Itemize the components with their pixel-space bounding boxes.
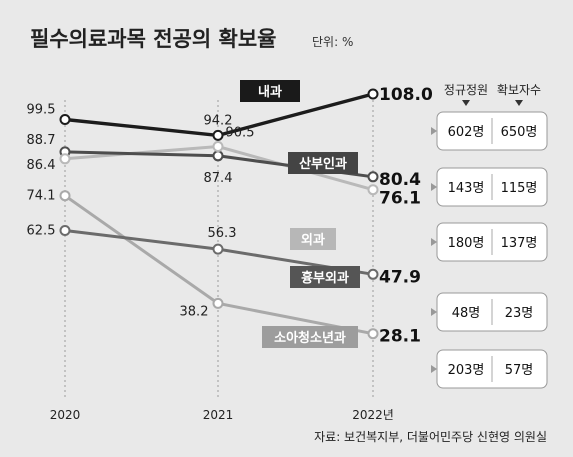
data-point xyxy=(367,171,379,183)
series-label-box xyxy=(240,80,300,102)
data-point xyxy=(212,150,224,162)
secured-cell: 57명 xyxy=(505,363,534,378)
series-label: 내과 xyxy=(258,84,282,100)
header-arrow-icon xyxy=(515,100,523,106)
data-point xyxy=(59,114,71,125)
value-label: 88.7 xyxy=(27,133,56,148)
x-tick-label: 2020 xyxy=(50,408,81,422)
value-label: 47.9 xyxy=(379,267,421,287)
header-arrow-icon xyxy=(462,100,470,106)
data-point xyxy=(367,184,379,196)
unit-label: 단위: % xyxy=(312,35,353,49)
series-label-box xyxy=(290,228,336,250)
x-tick-label: 2022년 xyxy=(352,408,394,422)
quota-cell: 180명 xyxy=(448,236,485,251)
pointer-arrow-icon xyxy=(431,183,437,191)
value-label: 86.4 xyxy=(27,158,56,173)
data-point xyxy=(59,190,71,202)
data-point xyxy=(367,88,379,100)
series-label: 외과 xyxy=(301,232,325,248)
data-point xyxy=(367,328,379,340)
plot-area: 2020 2021 2022년 정규정원 확보자수 99.5 94.2 108.0 88.7 87… xyxy=(27,80,548,422)
data-point xyxy=(59,153,71,165)
quota-cell: 143명 xyxy=(448,181,485,196)
value-label: 94.2 xyxy=(204,113,233,128)
secured-cell: 115명 xyxy=(501,181,538,196)
source-note: 자료: 보건복지부, 더불어민주당 신현영 의원실 xyxy=(314,430,547,444)
value-label: 28.1 xyxy=(379,327,421,347)
value-label: 99.5 xyxy=(27,103,56,118)
pointer-arrow-icon xyxy=(431,365,437,373)
value-label: 74.1 xyxy=(27,189,56,204)
value-label: 87.4 xyxy=(204,171,233,186)
value-label: 90.5 xyxy=(226,126,255,141)
data-point xyxy=(212,297,224,309)
series-label: 흉부외과 xyxy=(301,270,349,286)
value-label: 108.0 xyxy=(379,85,433,105)
quota-cell: 48명 xyxy=(452,306,481,321)
secured-cell: 137명 xyxy=(501,236,538,251)
table-header: 확보자수 xyxy=(497,83,541,97)
value-label: 76.1 xyxy=(379,189,421,209)
data-point xyxy=(367,268,379,280)
x-tick-label: 2021 xyxy=(203,408,234,422)
data-point xyxy=(59,225,71,236)
pointer-arrow-icon xyxy=(431,238,437,246)
series-label-box xyxy=(288,152,358,174)
data-point xyxy=(212,141,224,152)
chart-title: 필수의료과목 전공의 확보율 xyxy=(30,27,276,51)
series-line-4 xyxy=(64,194,374,336)
data-point xyxy=(212,243,224,255)
quota-cell: 602명 xyxy=(448,125,485,140)
value-label: 38.2 xyxy=(180,304,209,319)
series-label: 산부인과 xyxy=(299,156,347,172)
data-point xyxy=(212,129,224,141)
value-label: 62.5 xyxy=(27,224,56,239)
value-label: 80.4 xyxy=(379,170,421,190)
value-label: 56.3 xyxy=(208,226,237,241)
series-label-box xyxy=(262,326,358,348)
quota-cell: 203명 xyxy=(448,363,485,378)
series-label-box xyxy=(290,266,360,288)
pointer-arrow-icon xyxy=(431,127,437,135)
secured-cell: 650명 xyxy=(501,125,538,140)
secured-cell: 23명 xyxy=(505,306,534,321)
series-label: 소아청소년과 xyxy=(274,330,346,346)
pointer-arrow-icon xyxy=(431,308,437,316)
table-header: 정규정원 xyxy=(444,83,488,97)
